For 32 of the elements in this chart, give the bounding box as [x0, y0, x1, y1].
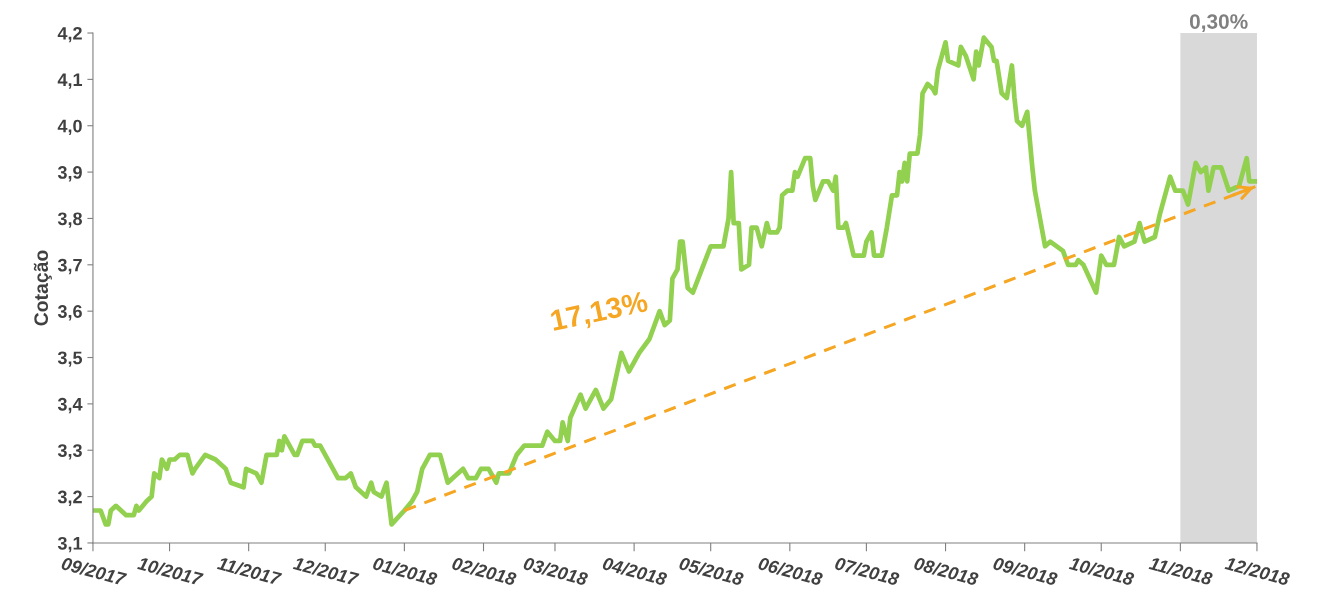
x-tick-label: 11/2018	[1148, 556, 1214, 586]
line-series	[92, 35, 1257, 527]
x-tick-label: 07/2018	[834, 556, 901, 587]
y-tick-label: 3,5	[57, 351, 83, 367]
x-tick-label: 02/2018	[451, 556, 518, 587]
x-tick-label: 09/2018	[992, 556, 1059, 587]
x-tick-label: 10/2017	[137, 556, 204, 587]
y-tick-label: 3,1	[57, 536, 83, 553]
x-tick-label: 06/2018	[757, 556, 824, 587]
y-tick-label: 3,8	[57, 212, 82, 228]
y-tick-label: 3,2	[57, 490, 82, 506]
x-tick-label: 09/2017	[60, 556, 128, 587]
y-tick-label: 4,2	[57, 26, 82, 43]
x-tick-label: 11/2017	[216, 556, 283, 586]
y-tick-label: 4,1	[57, 73, 83, 89]
x-tick-label: 05/2018	[678, 556, 745, 587]
y-tick-label: 4,0	[57, 119, 82, 136]
y-tick-label: 3,6	[57, 305, 82, 321]
x-tick-label: 01/2018	[372, 556, 439, 587]
x-tick-label: 12/2018	[1224, 556, 1291, 587]
y-tick-label: 3,4	[57, 397, 83, 414]
y-tick-label: 3,9	[57, 166, 82, 182]
x-tick-label: 08/2018	[913, 556, 980, 587]
y-tick-label: 3,3	[57, 444, 82, 460]
band-label: 0,30%	[1189, 14, 1248, 32]
x-tick-label: 10/2018	[1068, 556, 1135, 587]
y-tick-label: 3,7	[57, 258, 82, 275]
y-axis-title: Cotação	[33, 250, 52, 326]
annotation: 17,13%	[550, 290, 650, 336]
x-tick-label: 04/2018	[602, 556, 668, 587]
x-tick-label: 12/2017	[292, 556, 360, 587]
x-tick-label: 03/2018	[522, 556, 589, 587]
